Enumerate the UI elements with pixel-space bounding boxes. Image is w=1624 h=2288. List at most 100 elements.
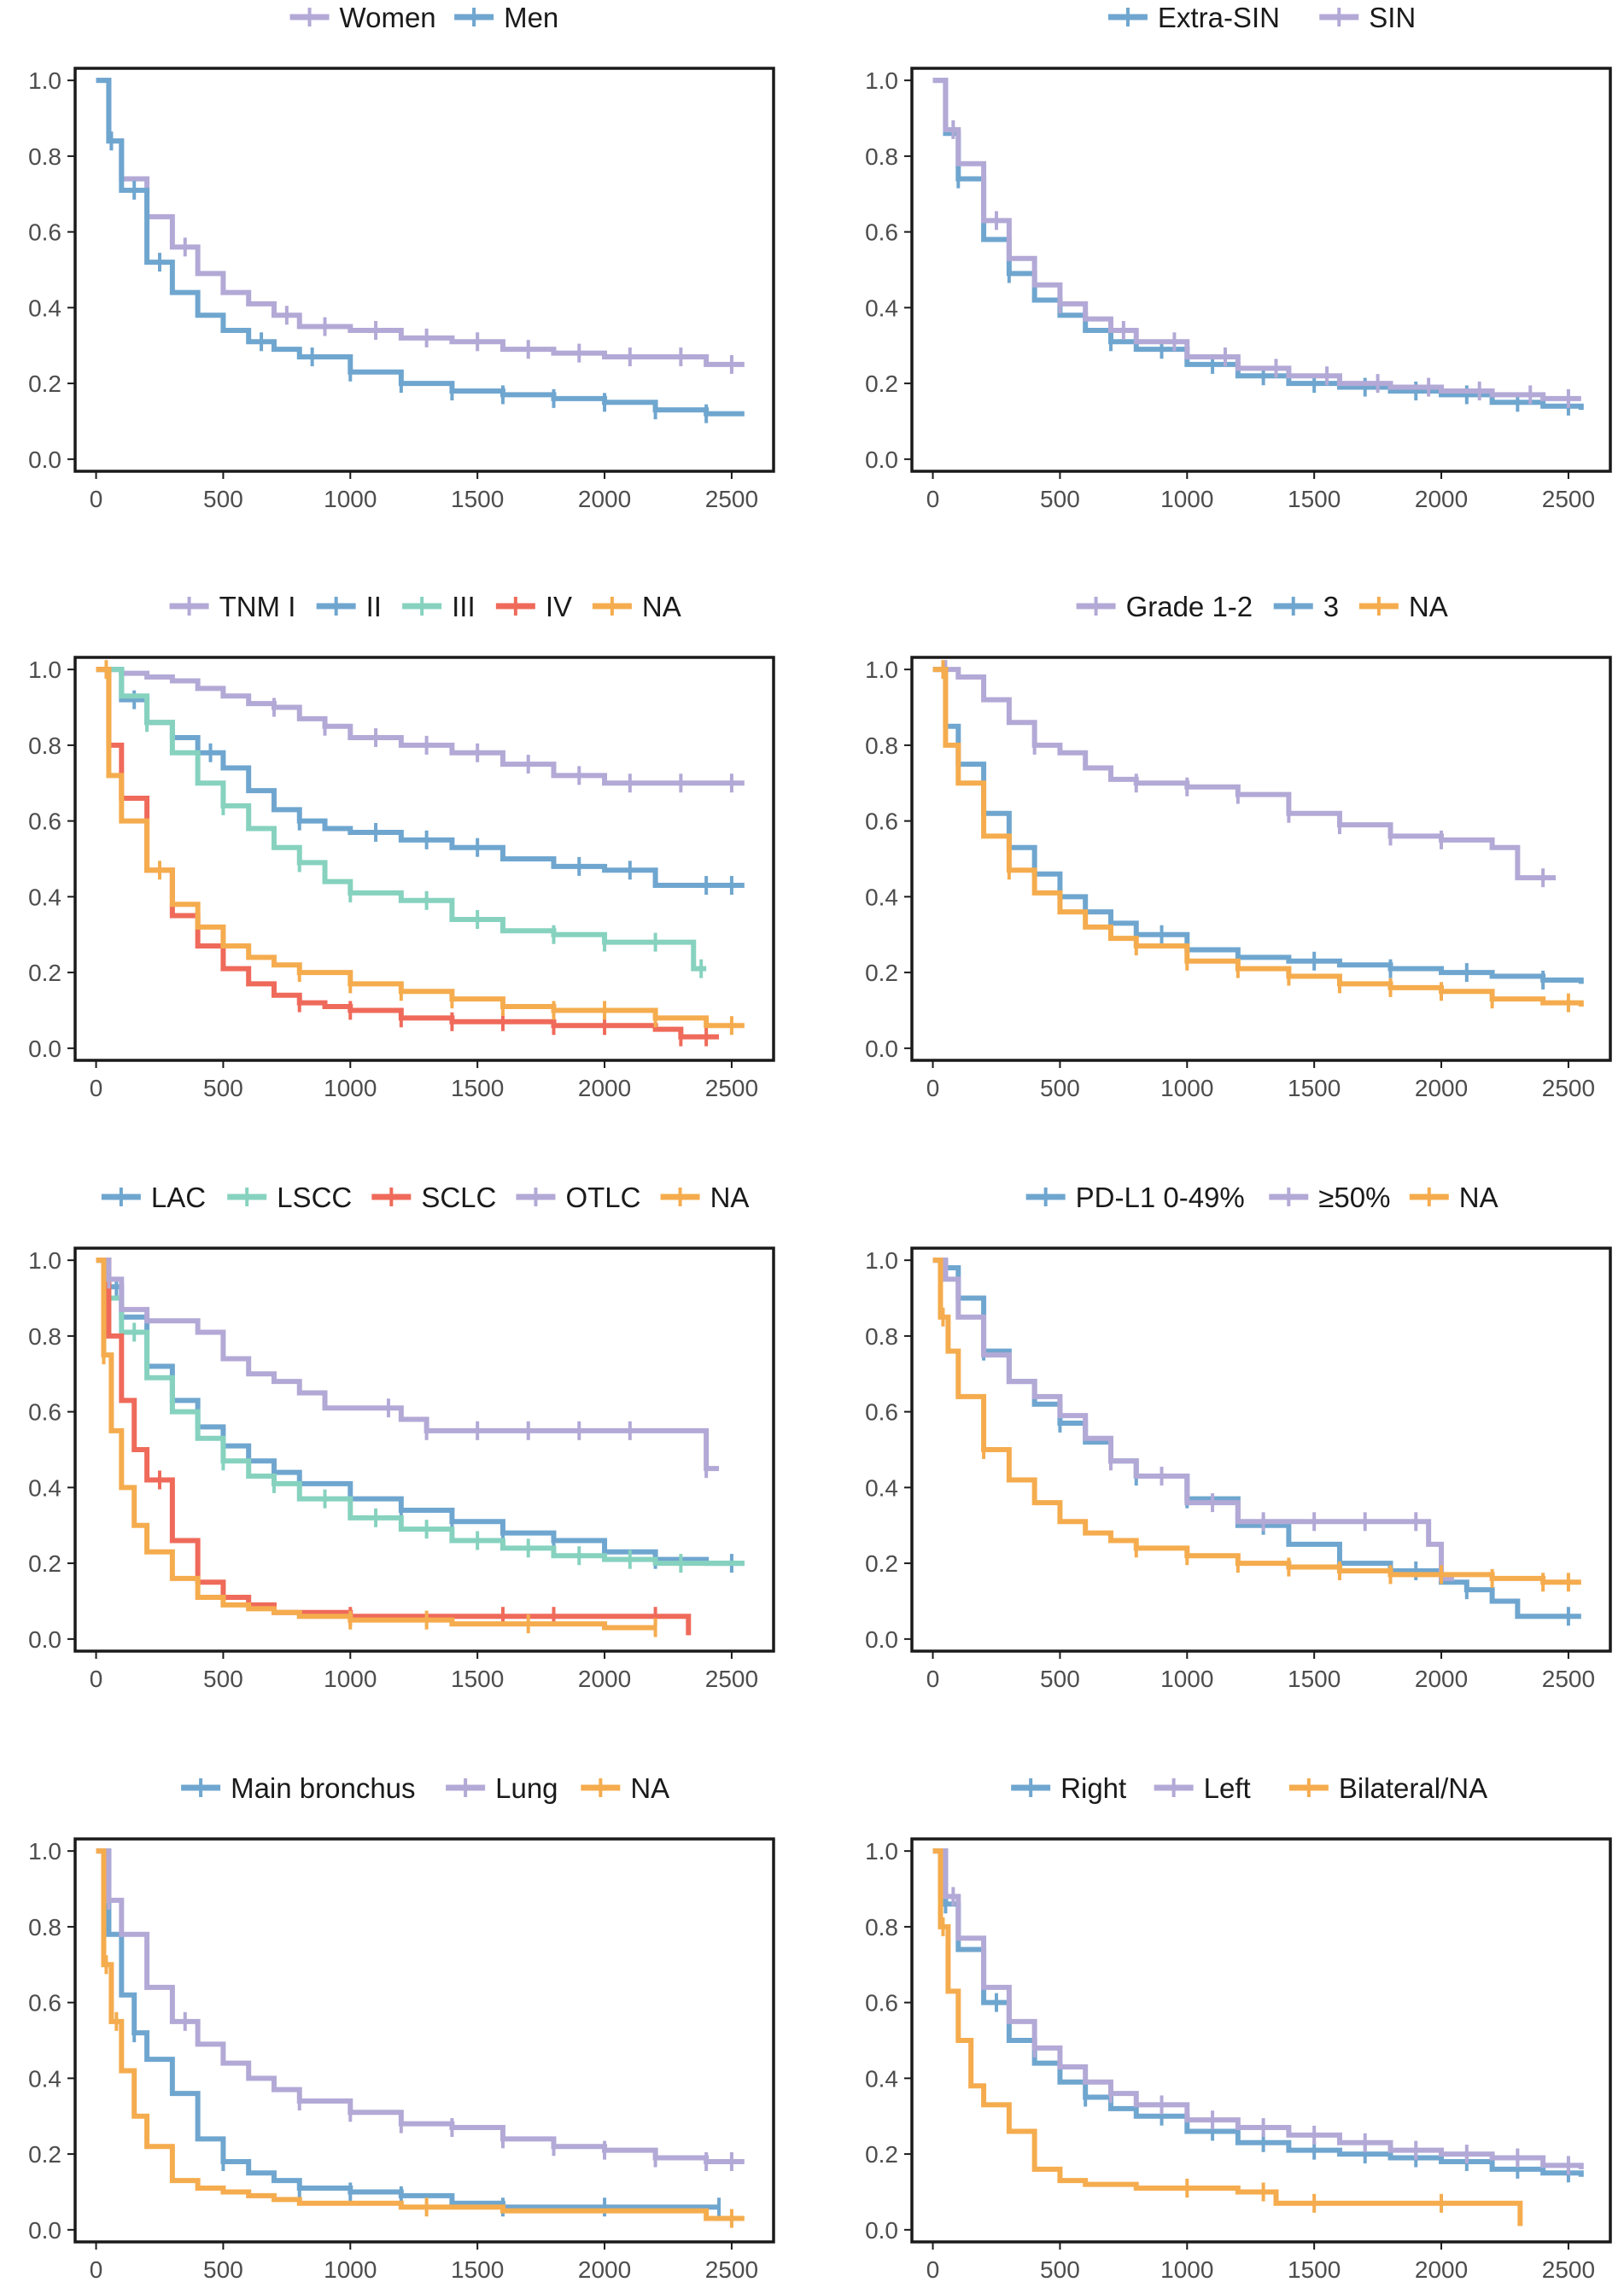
y-tick-label: 0.2 [865, 960, 898, 986]
y-tick-label: 0.6 [865, 1399, 898, 1426]
legend-item: NA [1409, 1182, 1498, 1213]
legend-item: PD-L1 0-49% [1025, 1182, 1245, 1213]
x-tick-label: 0 [90, 1666, 103, 1692]
x-tick-label: 0 [926, 2256, 940, 2283]
x-tick-label: 2500 [705, 2256, 758, 2283]
y-tick-label: 0.4 [865, 1474, 898, 1501]
legend-item: NA [1358, 591, 1448, 622]
x-tick-label: 1000 [324, 1075, 377, 1101]
series-men [96, 78, 745, 423]
legend-item: SIN [1319, 2, 1416, 33]
series-tnm-i [96, 667, 745, 793]
legend: Right Left Bilateral/NA [1011, 1772, 1487, 1804]
y-tick-label: 0.2 [28, 960, 61, 986]
x-tick-label: 2000 [578, 1075, 631, 1101]
survival-curve [96, 1258, 656, 1631]
series-na [96, 660, 745, 1036]
x-tick-label: 2500 [1542, 486, 1595, 512]
x-tick-label: 1500 [1288, 486, 1341, 512]
legend: PD-L1 0-49% ≥50% NA [1025, 1182, 1498, 1213]
y-tick-label: 0.6 [28, 1990, 61, 2017]
y-tick-label: 0.8 [865, 1323, 898, 1350]
x-tick-label: 1500 [451, 486, 504, 512]
km-panel-1: 0.0 0.2 0.4 0.6 0.8 1.0 0 500 1000 1500 2000 2500 Wo… [28, 2, 775, 512]
x-tick-label: 2000 [1415, 2256, 1468, 2283]
legend: LAC LSCC SCLC OTLC NA [101, 1182, 749, 1213]
legend-label: III [452, 591, 476, 622]
y-tick-label: 0.8 [28, 733, 61, 759]
y-tick-label: 0.8 [865, 733, 898, 759]
x-tick-label: 1500 [1288, 1666, 1341, 1692]
legend-item: Main bronchus [181, 1772, 416, 1804]
y-tick-label: 0.2 [865, 371, 898, 397]
legend-item: IV [495, 591, 572, 622]
y-tick-label: 0.0 [865, 1036, 898, 1062]
series-lung [96, 1848, 745, 2171]
x-tick-label: 1500 [451, 1666, 504, 1692]
legend-label: LSCC [277, 1182, 352, 1213]
y-tick-label: 0.4 [28, 2065, 61, 2092]
legend-item: Lung [446, 1772, 558, 1804]
y-tick-label: 1.0 [28, 657, 61, 683]
legend-label: Women [340, 2, 436, 33]
legend-label: ≥50% [1318, 1182, 1390, 1213]
series-otlc [96, 1258, 720, 1479]
y-tick-label: 0.6 [865, 808, 898, 835]
y-tick-label: 0.0 [28, 1626, 61, 1653]
legend-label: Grade 1-2 [1126, 591, 1253, 622]
series--50- [932, 1258, 1454, 1581]
x-tick-label: 500 [203, 1075, 243, 1101]
legend-item: OTLC [516, 1182, 640, 1213]
legend-label: PD-L1 0-49% [1076, 1182, 1245, 1213]
legend-label: Men [504, 2, 558, 33]
survival-curve [96, 667, 707, 972]
legend-item: Women [289, 2, 436, 33]
y-tick-label: 1.0 [865, 657, 898, 683]
legend-label: SIN [1369, 2, 1416, 33]
y-tick-label: 0.4 [865, 295, 898, 321]
km-panel-8: 0.0 0.2 0.4 0.6 0.8 1.0 0 500 1000 1500 2000 2500 Ri… [865, 1772, 1612, 2283]
x-tick-label: 1000 [1160, 1075, 1213, 1101]
y-tick-label: 0.4 [28, 884, 61, 910]
series-na [932, 660, 1584, 1013]
legend: Women Men [289, 2, 558, 33]
legend-item: Men [454, 2, 558, 33]
y-tick-label: 0.0 [865, 2217, 898, 2244]
legend-label: TNM I [219, 591, 296, 622]
y-tick-label: 0.0 [28, 1036, 61, 1062]
y-tick-label: 0.4 [28, 295, 61, 321]
y-tick-label: 0.4 [28, 1474, 61, 1501]
legend: Extra-SIN SIN [1107, 2, 1416, 33]
y-tick-label: 0.6 [28, 1399, 61, 1426]
legend-item: Extra-SIN [1107, 2, 1280, 33]
legend-label: Extra-SIN [1158, 2, 1280, 33]
x-tick-label: 2000 [1415, 1666, 1468, 1692]
legend-item: LAC [101, 1182, 206, 1213]
y-tick-label: 0.2 [865, 1550, 898, 1577]
x-tick-label: 1500 [1288, 1075, 1341, 1101]
x-tick-label: 2000 [578, 2256, 631, 2283]
x-tick-label: 1000 [1160, 2256, 1213, 2283]
x-tick-label: 2000 [578, 486, 631, 512]
km-panel-6: 0.0 0.2 0.4 0.6 0.8 1.0 0 500 1000 1500 2000 2500 PD… [865, 1182, 1612, 1692]
y-tick-label: 0.6 [28, 219, 61, 246]
x-tick-label: 1000 [1160, 486, 1213, 512]
survival-curve [96, 667, 745, 786]
x-tick-label: 1000 [324, 486, 377, 512]
y-tick-label: 0.0 [865, 447, 898, 473]
legend-label: Lung [495, 1772, 558, 1804]
legend: Main bronchus Lung NA [181, 1772, 669, 1804]
x-tick-label: 1000 [324, 1666, 377, 1692]
legend-item: III [402, 591, 476, 622]
x-tick-label: 500 [203, 2256, 243, 2283]
x-tick-label: 1500 [1288, 2256, 1341, 2283]
y-tick-label: 0.8 [28, 1323, 61, 1350]
survival-curve [96, 1258, 720, 1472]
plot-frame [73, 1837, 775, 2244]
x-tick-label: 0 [926, 1666, 940, 1692]
legend-label: NA [630, 1772, 669, 1804]
legend-label: Bilateral/NA [1339, 1772, 1487, 1804]
x-tick-label: 2500 [1542, 1666, 1595, 1692]
survival-curve [932, 1848, 1584, 2177]
